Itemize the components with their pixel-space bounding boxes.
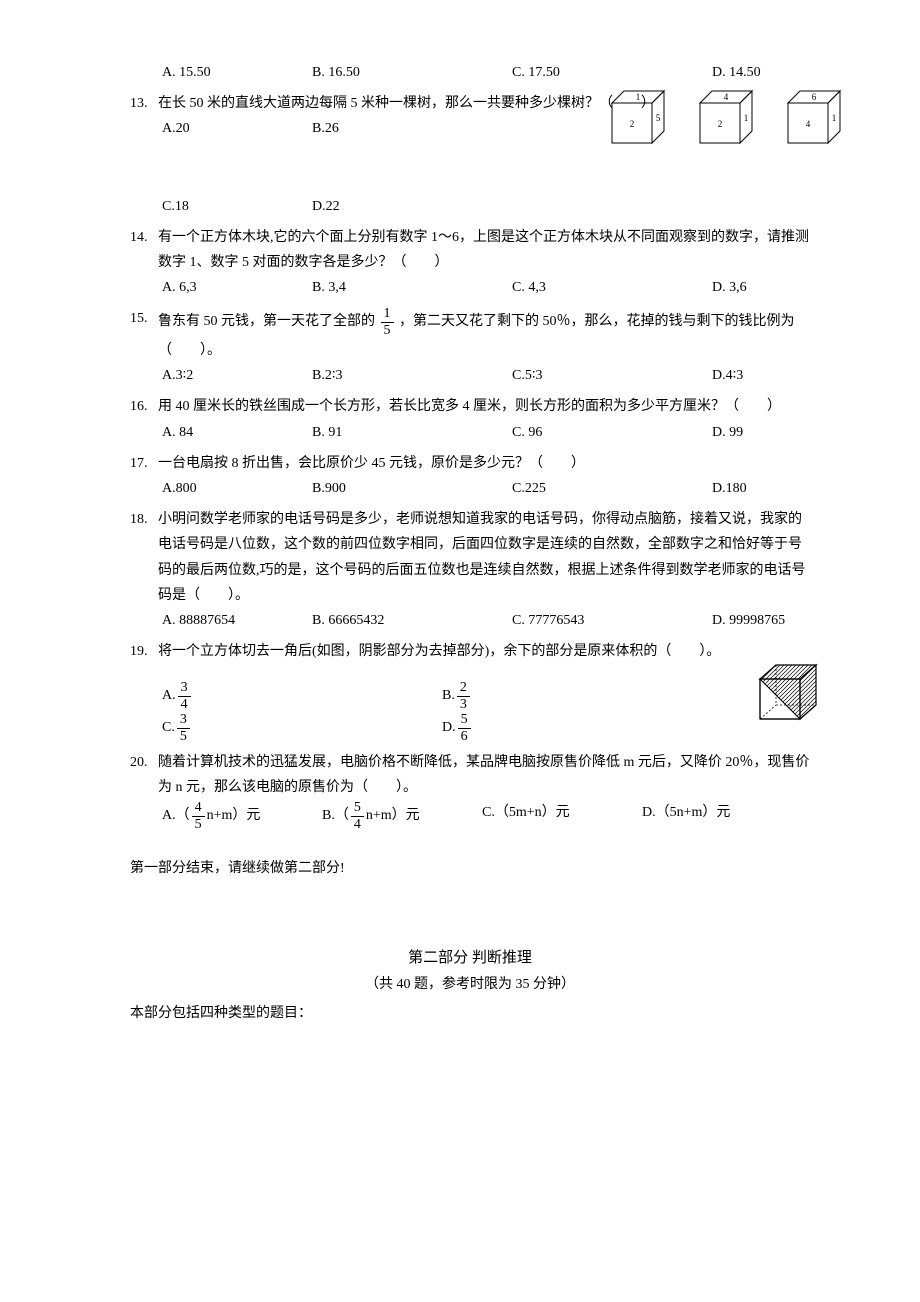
option-d: D. 99998765 — [712, 608, 785, 633]
option-c: C. 96 — [512, 420, 712, 445]
option-d: D.（5n+m）元 — [642, 800, 730, 832]
question-12-options: A. 15.50 B. 16.50 C. 17.50 D. 14.50 — [130, 60, 810, 85]
option-d: D.56 — [442, 712, 722, 744]
section-2-subtitle: （共 40 题，参考时限为 35 分钟） — [130, 972, 810, 997]
options-row-2: C.18 D.22 — [130, 194, 810, 219]
q-line: 20. 随着计算机技术的迅猛发展，电脑价格不断降低，某品牌电脑按原售价降低 m … — [130, 750, 810, 800]
fraction: 45 — [192, 800, 205, 832]
option-c: C.5∶3 — [512, 363, 712, 388]
option-d: D.180 — [712, 476, 747, 501]
question-16: 16. 用 40 厘米长的铁丝围成一个长方形，若长比宽多 4 厘米，则长方形的面… — [130, 394, 810, 444]
option-d: D.22 — [312, 194, 340, 219]
q-text: 在长 50 米的直线大道两边每隔 5 米种一棵树，那么一共要种多少棵树？（ ） — [158, 91, 810, 116]
options-row: A. 84 B. 91 C. 96 D. 99 — [130, 420, 810, 445]
q-number: 17. — [130, 451, 158, 476]
option-b: B.23 — [442, 680, 722, 712]
q-text: 随着计算机技术的迅猛发展，电脑价格不断降低，某品牌电脑按原售价降低 m 元后，又… — [158, 750, 810, 800]
option-c: C. 17.50 — [512, 60, 712, 85]
question-19: 19. 将一个立方体切去一角后(如图，阴影部分为去掉部分)，余下的部分是原来体积… — [130, 639, 810, 744]
option-d: D. 3,6 — [712, 275, 747, 300]
cube-front: 4 — [806, 119, 811, 129]
options-row: A.800 B.900 C.225 D.180 — [130, 476, 810, 501]
q-line: 19. 将一个立方体切去一角后(如图，阴影部分为去掉部分)，余下的部分是原来体积… — [130, 639, 810, 664]
fraction: 54 — [351, 800, 364, 832]
question-18: 18. 小明问数学老师家的电话号码是多少，老师说想知道我家的电话号码，你得动点脑… — [130, 507, 810, 633]
q-text: 小明问数学老师家的电话号码是多少，老师说想知道我家的电话号码，你得动点脑筋，接着… — [158, 507, 810, 608]
fraction: 23 — [457, 680, 470, 712]
options-row: A. 15.50 B. 16.50 C. 17.50 D. 14.50 — [130, 60, 810, 85]
question-17: 17. 一台电扇按 8 折出售，会比原价少 45 元钱，原价是多少元？（ ） A… — [130, 451, 810, 501]
option-c: C. 77776543 — [512, 608, 712, 633]
option-b: B.（54n+m）元 — [322, 800, 482, 832]
option-a: A.800 — [162, 476, 312, 501]
option-b: B.26 — [312, 116, 339, 141]
option-c: C.225 — [512, 476, 712, 501]
option-c: C. 4,3 — [512, 275, 712, 300]
fraction: 34 — [178, 680, 191, 712]
q-number: 15. — [130, 306, 158, 331]
option-a: A.20 — [162, 116, 312, 141]
option-d: D.4∶3 — [712, 363, 743, 388]
option-c: C.（5m+n）元 — [482, 800, 642, 832]
fraction: 56 — [458, 712, 471, 744]
option-b: B. 16.50 — [312, 60, 512, 85]
fraction: 1 5 — [381, 306, 394, 338]
option-b: B. 66665432 — [312, 608, 512, 633]
options-row-1: A.34 B.23 — [130, 680, 750, 712]
option-c: C.35 — [162, 712, 442, 744]
question-20: 20. 随着计算机技术的迅猛发展，电脑价格不断降低，某品牌电脑按原售价降低 m … — [130, 750, 810, 832]
cube-front: 2 — [718, 119, 723, 129]
question-15: 15. 鲁东有 50 元钱，第一天花了全部的 1 5 ，第二天又花了剩下的 50… — [130, 306, 810, 388]
option-a: A.（45n+m）元 — [162, 800, 322, 832]
q-line: 16. 用 40 厘米长的铁丝围成一个长方形，若长比宽多 4 厘米，则长方形的面… — [130, 394, 810, 419]
fraction: 35 — [177, 712, 190, 744]
cube-cut-diagram — [750, 659, 830, 739]
option-b: B.2∶3 — [312, 363, 512, 388]
q-line: 14. 有一个正方体木块,它的六个面上分别有数字 1～6，上图是这个正方体木块从… — [130, 225, 810, 275]
option-b: B. 91 — [312, 420, 512, 445]
q-text: 鲁东有 50 元钱，第一天花了全部的 1 5 ，第二天又花了剩下的 50％，那么… — [158, 306, 810, 363]
q-text-pre: 鲁东有 50 元钱，第一天花了全部的 — [158, 314, 375, 329]
question-14: 14. 有一个正方体木块,它的六个面上分别有数字 1～6，上图是这个正方体木块从… — [130, 225, 810, 301]
options-row: A.3∶2 B.2∶3 C.5∶3 D.4∶3 — [130, 363, 810, 388]
options-row: A.（45n+m）元 B.（54n+m）元 C.（5m+n）元 D.（5n+m）… — [130, 800, 810, 832]
option-a: A. 84 — [162, 420, 312, 445]
option-b: B. 3,4 — [312, 275, 512, 300]
section-2-intro: 本部分包括四种类型的题目： — [130, 1001, 810, 1026]
q-text: 用 40 厘米长的铁丝围成一个长方形，若长比宽多 4 厘米，则长方形的面积为多少… — [158, 394, 810, 419]
option-b: B.900 — [312, 476, 512, 501]
q-number: 18. — [130, 507, 158, 532]
options-row: A. 88887654 B. 66665432 C. 77776543 D. 9… — [130, 608, 810, 633]
options-row: A. 6,3 B. 3,4 C. 4,3 D. 3,6 — [130, 275, 810, 300]
q-line: 18. 小明问数学老师家的电话号码是多少，老师说想知道我家的电话号码，你得动点脑… — [130, 507, 810, 608]
option-c: C.18 — [162, 194, 312, 219]
denominator: 5 — [381, 323, 394, 338]
q-number: 14. — [130, 225, 158, 250]
option-d: D. 99 — [712, 420, 743, 445]
cube-top: 6 — [812, 92, 817, 102]
q-text: 有一个正方体木块,它的六个面上分别有数字 1～6，上图是这个正方体木块从不同面观… — [158, 225, 810, 275]
section-end-note: 第一部分结束，请继续做第二部分! — [130, 856, 810, 881]
section-2-title: 第二部分 判断推理 — [130, 945, 810, 972]
cube-side: 1 — [832, 113, 837, 123]
cube-front: 2 — [630, 119, 635, 129]
q-number: 20. — [130, 750, 158, 775]
option-a: A.34 — [162, 680, 442, 712]
option-d: D. 14.50 — [712, 60, 761, 85]
option-a: A. 6,3 — [162, 275, 312, 300]
option-a: A. 15.50 — [162, 60, 312, 85]
q-line: 17. 一台电扇按 8 折出售，会比原价少 45 元钱，原价是多少元？（ ） — [130, 451, 810, 476]
numerator: 1 — [381, 306, 394, 322]
q-text: 将一个立方体切去一角后(如图，阴影部分为去掉部分)，余下的部分是原来体积的（ ）… — [158, 639, 810, 664]
option-a: A. 88887654 — [162, 608, 312, 633]
q-number: 16. — [130, 394, 158, 419]
q-line: 15. 鲁东有 50 元钱，第一天花了全部的 1 5 ，第二天又花了剩下的 50… — [130, 306, 810, 363]
q-line: 13. 在长 50 米的直线大道两边每隔 5 米种一棵树，那么一共要种多少棵树？… — [130, 91, 810, 116]
q-number: 13. — [130, 91, 158, 116]
q-text: 一台电扇按 8 折出售，会比原价少 45 元钱，原价是多少元？（ ） — [158, 451, 810, 476]
options-row-2: C.35 D.56 — [130, 712, 750, 744]
question-13: 13. 在长 50 米的直线大道两边每隔 5 米种一棵树，那么一共要种多少棵树？… — [130, 91, 810, 219]
option-a: A.3∶2 — [162, 363, 312, 388]
q-number: 19. — [130, 639, 158, 664]
